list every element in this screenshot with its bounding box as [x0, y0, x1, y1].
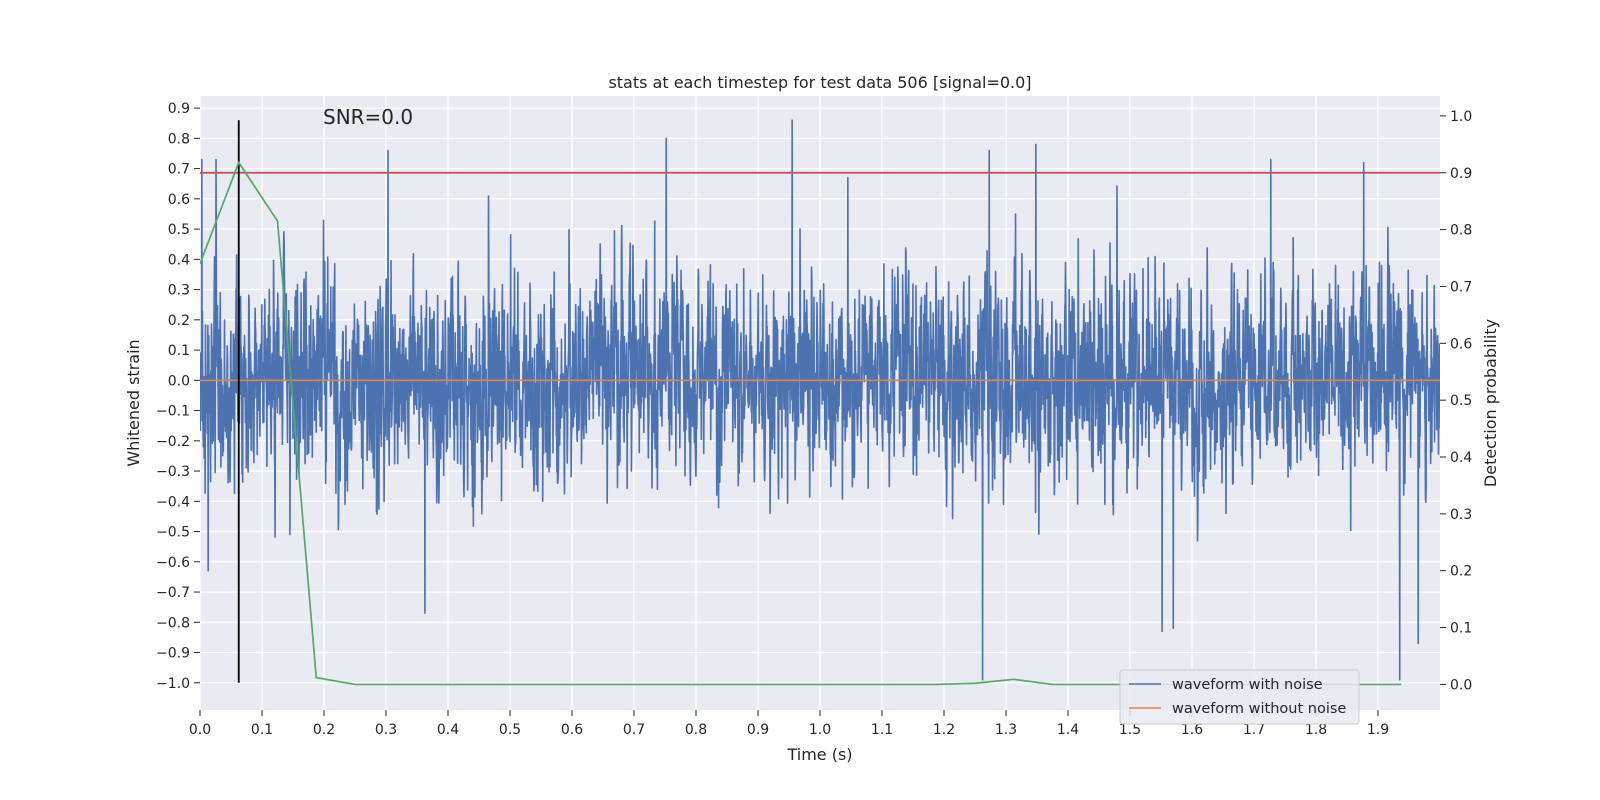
y-tick-label: 0.4 [168, 252, 190, 268]
x-tick-label: 1.6 [1181, 722, 1203, 738]
x-tick-label: 0.7 [623, 722, 645, 738]
x-tick-label: 1.5 [1119, 722, 1141, 738]
right-axis: 1.0 0.9 0.8 0.7 0.6 0.5 0.4 0.3 0.2 0.1 0.0 [1440, 109, 1472, 693]
legend: waveform with noise waveform without noi… [1119, 669, 1360, 725]
y-tick-label: −0.5 [156, 525, 190, 541]
x-tick-label: 0.2 [313, 722, 335, 738]
y-right-tick-label: 0.0 [1450, 677, 1472, 693]
x-tick-label: 0.1 [251, 722, 273, 738]
x-tick-label: 1.8 [1305, 722, 1327, 738]
x-axis: 0.0 0.1 0.2 0.3 0.4 0.5 0.6 0.7 0.8 0.9 1.0 1.1 1.2 1… [189, 710, 1389, 738]
x-tick-label: 1.3 [995, 722, 1017, 738]
x-tick-label: 1.1 [871, 722, 893, 738]
legend-box [1119, 669, 1360, 725]
y-tick-label: −1.0 [156, 676, 190, 692]
x-tick-label: 0.6 [561, 722, 583, 738]
y-tick-label: −0.8 [156, 615, 190, 631]
legend-label-clean: waveform without noise [1172, 701, 1346, 717]
chart-title: stats at each timestep for test data 506… [608, 73, 1031, 92]
y-right-tick-label: 0.8 [1450, 223, 1472, 239]
y-tick-label: 0.3 [168, 283, 190, 299]
snr-annotation: SNR=0.0 [323, 105, 413, 129]
y-tick-label: 0.1 [168, 343, 190, 359]
y-right-tick-label: 1.0 [1450, 109, 1472, 125]
y-right-tick-label: 0.4 [1450, 450, 1472, 466]
y-right-axis-label: Detection probability [1481, 319, 1500, 487]
x-tick-label: 0.3 [375, 722, 397, 738]
x-axis-label: Time (s) [786, 745, 852, 764]
y-right-tick-label: 0.9 [1450, 166, 1472, 182]
y-axis-label: Whitened strain [124, 339, 143, 466]
x-tick-label: 0.8 [685, 722, 707, 738]
series-waveform-with-noise [200, 119, 1440, 681]
y-tick-label: −0.3 [156, 464, 190, 480]
legend-label-noise: waveform with noise [1172, 677, 1323, 693]
y-right-tick-label: 0.1 [1450, 621, 1472, 637]
x-tick-label: 1.2 [933, 722, 955, 738]
y-tick-label: −0.2 [156, 434, 190, 450]
x-tick-label: 0.4 [437, 722, 459, 738]
y-tick-label: −0.6 [156, 555, 190, 571]
y-tick-label: 0.2 [168, 313, 190, 329]
y-right-tick-label: 0.5 [1450, 393, 1472, 409]
y-tick-label: −0.1 [156, 404, 190, 420]
y-tick-label: 0.0 [168, 373, 190, 389]
y-tick-label: 0.7 [168, 162, 190, 178]
y-tick-label: −0.4 [156, 494, 190, 510]
y-tick-label: 0.6 [168, 192, 190, 208]
x-tick-label: 1.9 [1367, 722, 1389, 738]
x-tick-label: 1.4 [1057, 722, 1079, 738]
x-tick-label: 0.0 [189, 722, 211, 738]
left-axis: 0.9 0.8 0.7 0.6 0.5 0.4 0.3 0.2 0.1 0.0 −0.1 −0.2 −0… [156, 101, 200, 692]
y-right-tick-label: 0.2 [1450, 564, 1472, 580]
x-tick-label: 0.5 [499, 722, 521, 738]
y-tick-label: 0.9 [168, 101, 190, 117]
y-right-tick-label: 0.3 [1450, 507, 1472, 523]
y-tick-label: −0.7 [156, 585, 190, 601]
y-right-tick-label: 0.6 [1450, 336, 1472, 352]
y-tick-label: 0.5 [168, 222, 190, 238]
x-tick-label: 1.0 [809, 722, 831, 738]
y-tick-label: 0.8 [168, 131, 190, 147]
y-right-tick-label: 0.7 [1450, 279, 1472, 295]
y-tick-label: −0.9 [156, 646, 190, 662]
x-tick-label: 1.7 [1243, 722, 1265, 738]
x-tick-label: 0.9 [747, 722, 769, 738]
